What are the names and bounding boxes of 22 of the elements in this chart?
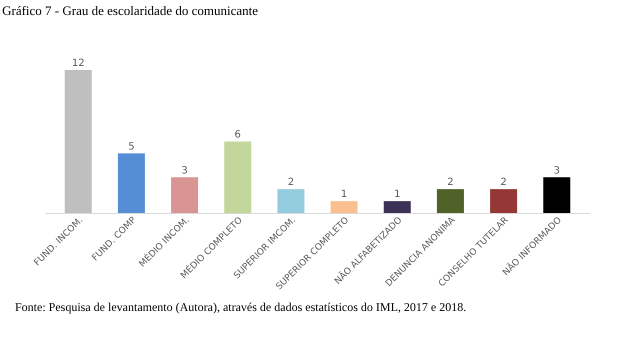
source-note: Fonte: Pesquisa de levantamento (Autora), através de dados estatísticos do IML, 2017 e 2018. [15,300,466,314]
data-label: 1 [394,189,400,200]
bar [118,153,145,213]
bar [436,189,464,213]
data-label: 6 [234,130,241,140]
data-label: 12 [72,58,85,69]
data-label: 1 [340,189,348,200]
bar [490,189,518,213]
data-label: 2 [288,177,294,188]
bar [277,189,304,213]
bar [224,142,252,213]
bar [330,201,358,213]
bar [384,201,411,213]
data-label: 5 [128,141,135,152]
bar [64,70,92,213]
data-label: 2 [500,177,507,188]
bar [171,177,198,213]
data-label: 2 [447,177,454,188]
data-label: 3 [181,165,188,176]
data-label: 3 [554,165,560,176]
chart-title: Gráfico 7 - Grau de escolaridade do comunicante [2,3,258,18]
bar [543,177,570,213]
